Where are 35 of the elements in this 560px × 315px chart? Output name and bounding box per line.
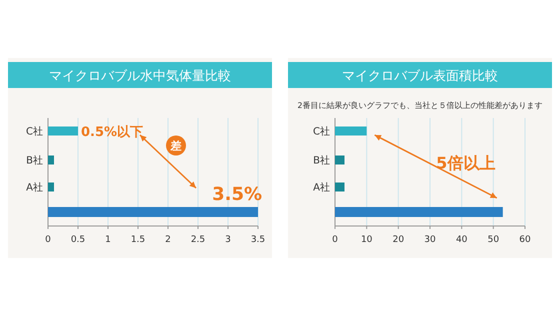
y-tick-label: B社 (313, 154, 330, 166)
y-tick-label: A社 (26, 182, 43, 194)
x-tick-label: 1 (105, 235, 111, 245)
bar (48, 126, 78, 136)
x-tick-label: 0 (45, 235, 52, 245)
x-tick-label: 2.5 (190, 235, 206, 245)
x-tick-label: 3.5 (250, 235, 266, 245)
x-tick-label: 40 (456, 235, 468, 245)
bar (48, 182, 54, 192)
x-tick-label: 1.5 (130, 235, 146, 245)
bar (335, 156, 344, 164)
x-tick-label: 30 (424, 235, 436, 245)
x-tick-label: 0 (332, 235, 338, 245)
y-tick-label: A社 (313, 182, 330, 194)
data-label: 0.5%以下 (81, 125, 144, 140)
chart-title: マイクロバブル水中気体量比較 (49, 69, 231, 84)
chart-title: マイクロバブル表面積比較 (342, 69, 498, 84)
bar (335, 207, 503, 217)
bar (335, 182, 344, 192)
y-tick-label: C社 (313, 126, 330, 138)
x-tick-label: 60 (519, 235, 531, 245)
bar (48, 156, 54, 164)
y-tick-label: B社 (26, 154, 43, 166)
x-tick-label: 0.5 (70, 235, 86, 245)
x-tick-label: 10 (360, 235, 373, 245)
y-tick-label: C社 (26, 126, 43, 138)
bar (335, 126, 367, 136)
x-tick-label: 3 (225, 235, 231, 245)
annotation: 差 (170, 140, 182, 152)
data-label: 3.5% (212, 184, 262, 205)
x-tick-label: 50 (488, 235, 500, 245)
bar (48, 207, 258, 217)
annotation: 5倍以上 (436, 154, 496, 172)
x-tick-label: 20 (392, 235, 404, 245)
x-tick-label: 2 (165, 235, 171, 245)
